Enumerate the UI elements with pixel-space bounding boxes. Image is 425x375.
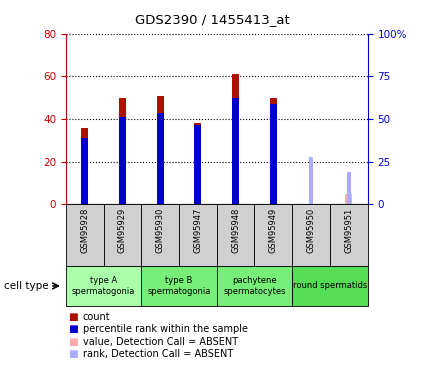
Bar [104, 204, 141, 266]
Text: GSM95928: GSM95928 [80, 207, 89, 253]
Bar [66, 204, 104, 266]
Bar [66, 266, 141, 306]
Text: type A
spermatogonia: type A spermatogonia [72, 276, 135, 296]
Text: ■: ■ [68, 324, 78, 334]
Bar [292, 266, 368, 306]
Bar [330, 204, 368, 266]
Bar [270, 98, 277, 204]
Bar [141, 266, 217, 306]
Text: percentile rank within the sample: percentile rank within the sample [83, 324, 248, 334]
Bar [255, 204, 292, 266]
Text: count: count [83, 312, 110, 322]
Text: GSM95930: GSM95930 [156, 207, 164, 253]
Bar [347, 172, 351, 204]
Text: pachytene
spermatocytes: pachytene spermatocytes [223, 276, 286, 296]
Text: ■: ■ [68, 349, 78, 359]
Text: GSM95950: GSM95950 [306, 207, 315, 253]
Text: GSM95951: GSM95951 [344, 207, 353, 253]
Text: ■: ■ [68, 312, 78, 322]
Bar [81, 138, 88, 204]
Bar [346, 194, 352, 204]
Bar [309, 158, 313, 204]
Bar [232, 98, 239, 204]
Bar [195, 123, 201, 204]
Bar [217, 204, 255, 266]
Bar [292, 204, 330, 266]
Text: GSM95949: GSM95949 [269, 207, 278, 253]
Bar [141, 204, 179, 266]
Bar [217, 266, 292, 306]
Text: ■: ■ [68, 337, 78, 346]
Bar [157, 112, 164, 204]
Text: type B
spermatogonia: type B spermatogonia [147, 276, 211, 296]
Bar [81, 128, 88, 204]
Bar [195, 126, 201, 204]
Text: GSM95947: GSM95947 [193, 207, 202, 253]
Text: round spermatids: round spermatids [293, 281, 367, 290]
Text: cell type: cell type [4, 281, 49, 291]
Text: GDS2390 / 1455413_at: GDS2390 / 1455413_at [135, 13, 290, 26]
Text: GSM95929: GSM95929 [118, 207, 127, 253]
Bar [232, 74, 239, 204]
Text: rank, Detection Call = ABSENT: rank, Detection Call = ABSENT [83, 349, 233, 359]
Bar [157, 96, 164, 204]
Bar [270, 104, 277, 204]
Text: value, Detection Call = ABSENT: value, Detection Call = ABSENT [83, 337, 238, 346]
Text: GSM95948: GSM95948 [231, 207, 240, 253]
Bar [119, 98, 126, 204]
Bar [179, 204, 217, 266]
Bar [119, 117, 126, 204]
